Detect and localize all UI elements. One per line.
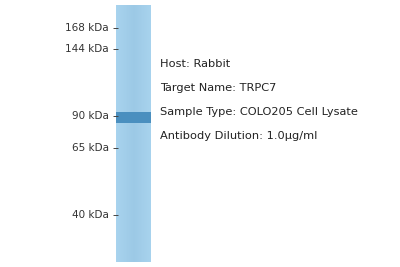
Bar [121, 5, 122, 262]
Bar [126, 5, 127, 262]
Bar [129, 112, 131, 123]
Bar [131, 112, 133, 123]
Bar [122, 112, 124, 123]
Bar [121, 112, 122, 123]
Bar [136, 5, 138, 262]
Bar [129, 5, 130, 262]
Bar [134, 5, 135, 262]
Bar [123, 5, 124, 262]
Bar [137, 5, 138, 262]
Bar [120, 112, 122, 123]
Bar [140, 112, 142, 123]
Bar [118, 5, 119, 262]
Bar [128, 5, 130, 262]
Bar [140, 5, 142, 262]
Bar [144, 5, 145, 262]
Bar [117, 5, 118, 262]
Text: Sample Type: COLO205 Cell Lysate: Sample Type: COLO205 Cell Lysate [160, 107, 358, 117]
Text: 144 kDa: 144 kDa [65, 44, 109, 54]
Bar [127, 5, 128, 262]
Text: Antibody Dilution: 1.0μg/ml: Antibody Dilution: 1.0μg/ml [160, 131, 318, 141]
Bar [128, 112, 130, 123]
Bar [145, 112, 147, 123]
Bar [147, 5, 148, 262]
Bar [133, 5, 134, 262]
Bar [146, 5, 147, 262]
Bar [138, 5, 139, 262]
Bar [118, 112, 119, 123]
Bar [135, 112, 136, 123]
Bar [119, 5, 120, 262]
Bar [125, 5, 126, 262]
Bar [132, 5, 133, 262]
Bar [136, 5, 137, 262]
Text: Target Name: TRPC7: Target Name: TRPC7 [160, 83, 277, 93]
Bar [124, 112, 126, 123]
Bar [141, 5, 142, 262]
Bar [143, 112, 144, 123]
Bar [144, 112, 146, 123]
Bar [150, 112, 151, 123]
Bar [132, 112, 134, 123]
Bar [143, 5, 144, 262]
Bar [135, 5, 136, 262]
Bar [148, 112, 149, 123]
Bar [116, 5, 118, 262]
Text: 40 kDa: 40 kDa [72, 210, 109, 220]
Bar [127, 5, 128, 262]
Bar [130, 112, 132, 123]
Bar [146, 112, 148, 123]
Bar [148, 5, 149, 262]
Bar [148, 5, 150, 262]
Text: Host: Rabbit: Host: Rabbit [160, 59, 231, 69]
Text: 168 kDa: 168 kDa [65, 23, 109, 33]
Bar [132, 5, 134, 262]
Bar [126, 112, 127, 123]
Bar [123, 112, 125, 123]
Bar [136, 112, 138, 123]
Bar [122, 5, 123, 262]
Bar [145, 5, 146, 262]
Bar [140, 112, 141, 123]
Bar [128, 5, 129, 262]
Bar [130, 5, 131, 262]
Bar [150, 5, 151, 262]
Bar [142, 5, 143, 262]
Bar [123, 5, 124, 262]
Bar [120, 5, 121, 262]
Bar [134, 5, 135, 262]
Bar [119, 5, 120, 262]
Bar [148, 112, 150, 123]
Text: 90 kDa: 90 kDa [72, 111, 109, 121]
Bar [119, 112, 120, 123]
Bar [144, 5, 146, 262]
Bar [124, 5, 125, 262]
Bar [131, 5, 132, 262]
Bar [124, 5, 126, 262]
Bar [140, 5, 141, 262]
Bar [150, 5, 151, 262]
Bar [146, 5, 147, 262]
Bar [127, 112, 128, 123]
Text: 65 kDa: 65 kDa [72, 143, 109, 153]
Bar [149, 5, 150, 262]
Bar [142, 112, 143, 123]
Bar [138, 5, 139, 262]
Bar [130, 5, 131, 262]
Bar [135, 5, 136, 262]
Bar [116, 112, 118, 123]
Bar [120, 5, 122, 262]
Bar [138, 112, 140, 123]
Bar [137, 112, 139, 123]
Bar [142, 5, 143, 262]
Bar [131, 5, 132, 262]
Bar [126, 5, 127, 262]
Bar [139, 5, 140, 262]
Bar [134, 112, 135, 123]
